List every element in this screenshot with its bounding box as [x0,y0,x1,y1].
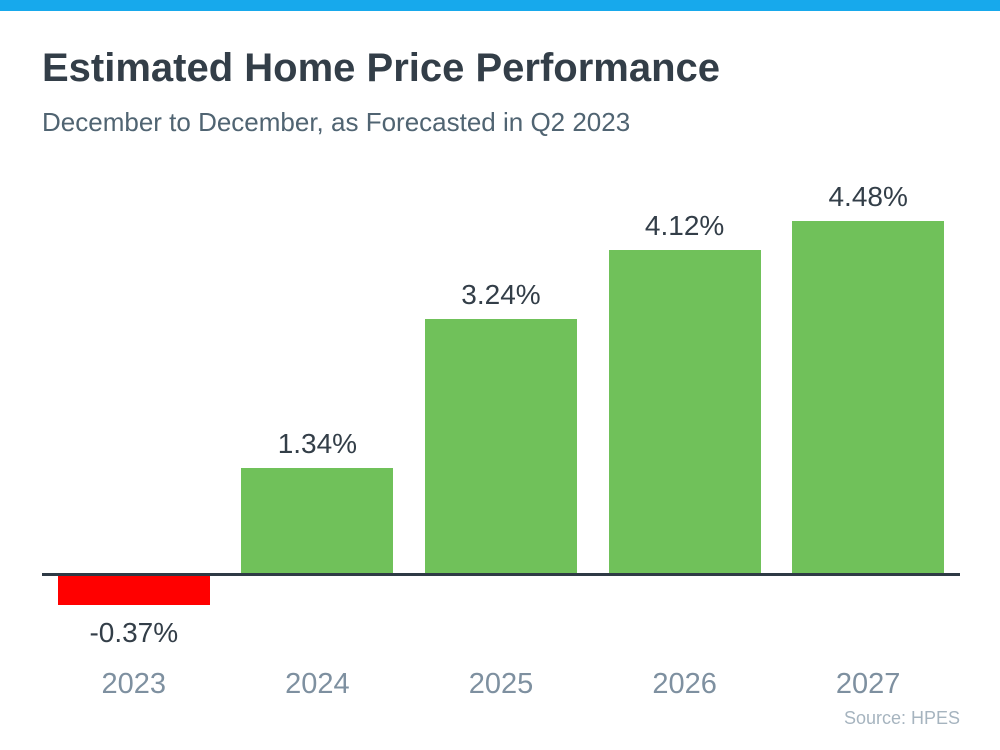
x-axis-label-2027: 2027 [835,668,901,700]
bar-2026 [608,250,761,573]
chart-area: -0.37% 2023 1.34% 2024 3.24% 2025 4.12% 2026 4.4… [42,180,960,710]
x-axis-label-2024: 2024 [285,668,350,700]
value-label-2025: 3.24% [461,279,541,310]
value-label-2024: 1.34% [277,428,358,459]
page-title: Estimated Home Price Performance [42,46,721,90]
value-label-2023: -0.37% [89,617,179,648]
source-note: Source: HPES [843,708,960,728]
bar-2025 [425,319,577,573]
value-label-2027: 4.48% [828,181,908,212]
x-axis-line [42,573,960,576]
chart-header: Estimated Home Price Performance Decembe… [42,46,958,137]
bar-2027 [792,221,945,573]
value-label-2026: 4.12% [644,210,725,241]
x-axis-label-2025: 2025 [468,668,534,700]
x-axis-label-2023: 2023 [101,668,167,700]
bar-2024 [241,468,394,573]
bar-2023 [57,576,210,605]
page-subtitle: December to December, as Forecasted in Q… [42,107,631,137]
x-axis-label-2026: 2026 [652,668,717,700]
top-accent-bar [0,0,1000,11]
